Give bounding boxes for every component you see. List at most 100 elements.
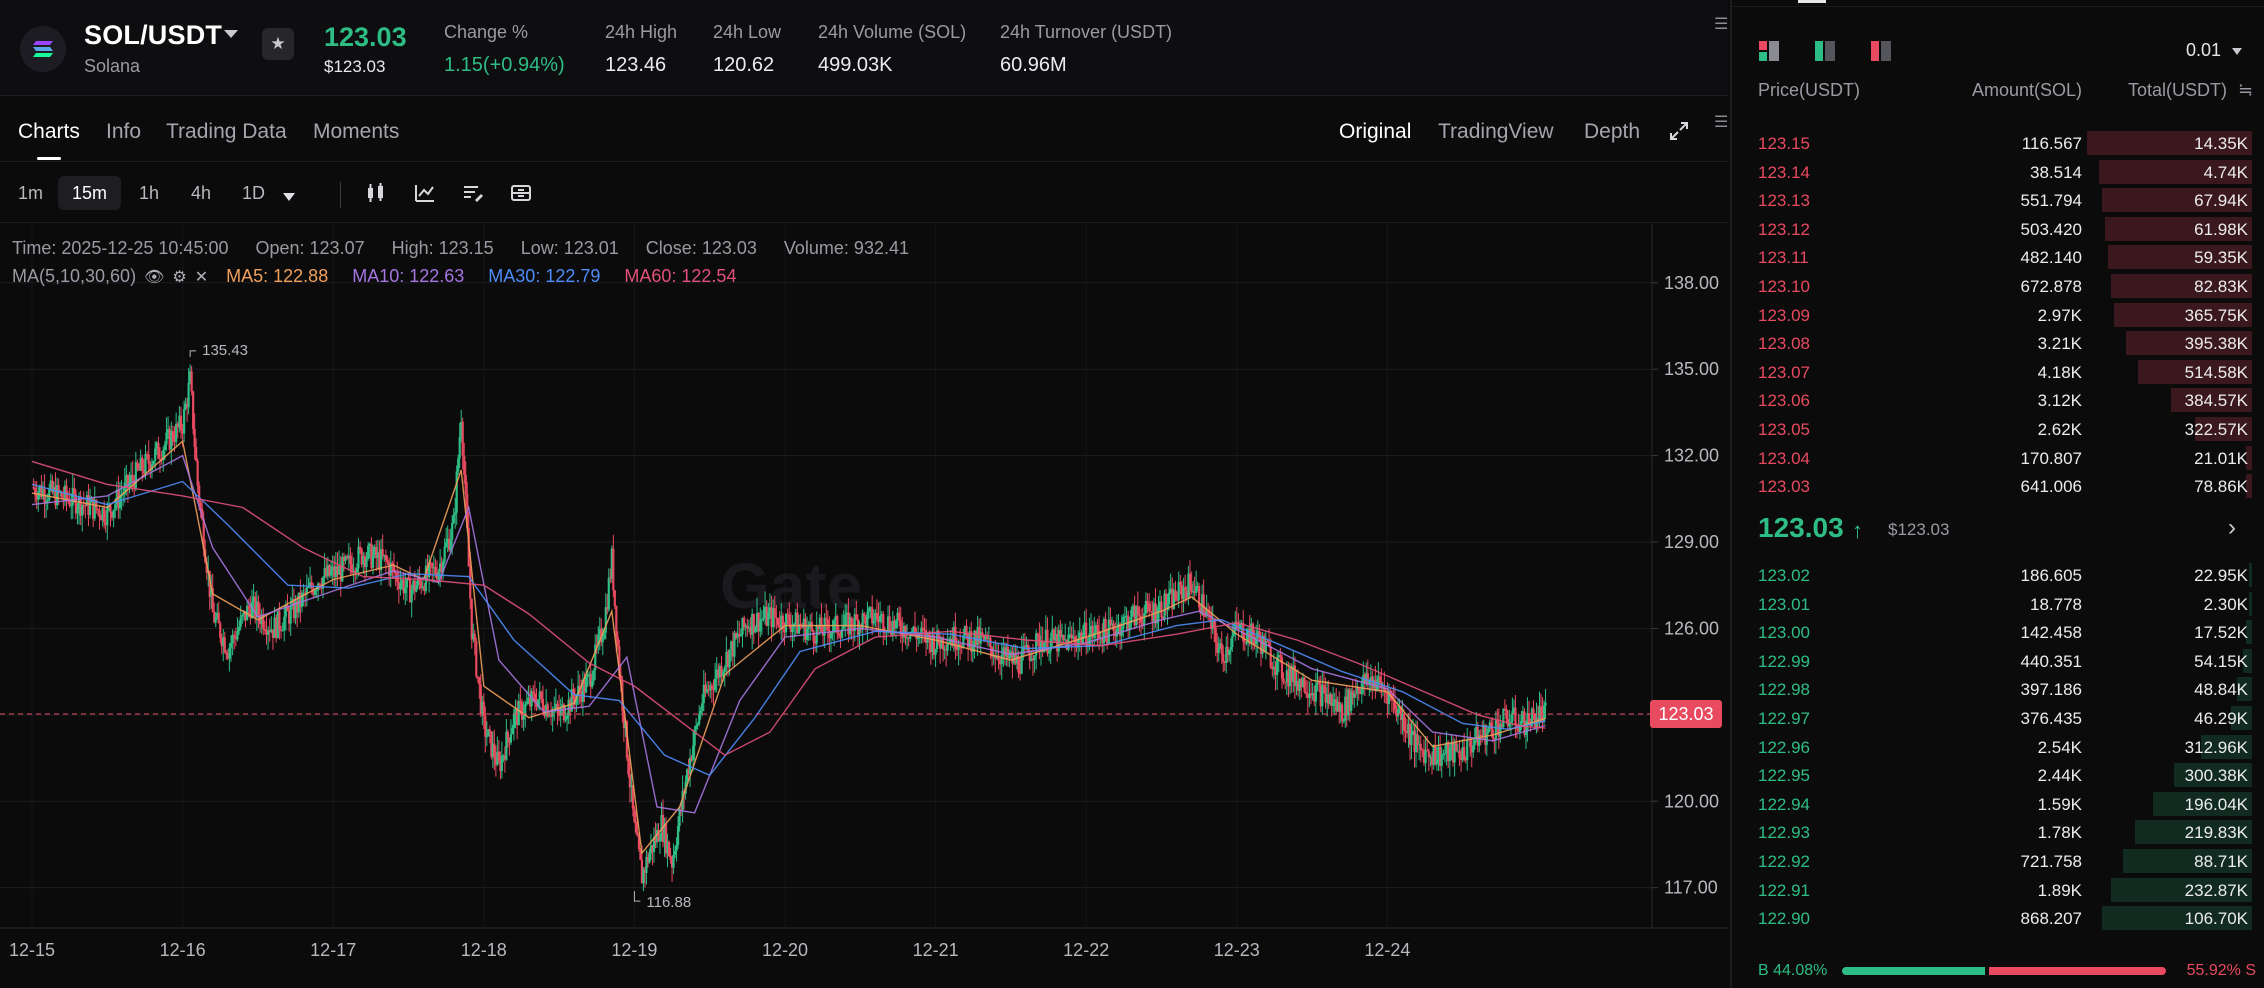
bid-row[interactable]: 122.99 440.351 54.15K	[1732, 648, 2264, 674]
bid-row[interactable]: 122.91 1.89K 232.87K	[1732, 877, 2264, 903]
candle-body	[583, 679, 586, 693]
timeframe-1m[interactable]: 1m	[18, 183, 44, 203]
favorite-star-icon[interactable]: ★	[262, 28, 294, 60]
candle-body	[329, 570, 333, 576]
candle-body	[715, 669, 718, 679]
candle-body	[1512, 707, 1516, 712]
ask-row[interactable]: 123.06 3.12K 384.57K	[1732, 387, 2264, 413]
pair-full-name: Solana	[84, 56, 141, 76]
candle-body	[349, 555, 352, 565]
candle-body	[1143, 613, 1146, 626]
candle-body	[1136, 606, 1139, 616]
bid-row[interactable]: 123.00 142.458 17.52K	[1732, 619, 2264, 645]
fullscreen-expand-icon[interactable]	[1668, 120, 1690, 142]
tab-moments[interactable]: Moments	[313, 120, 400, 143]
orderbook-bids-view-icon[interactable]	[1812, 38, 1838, 64]
drawing-tools-icon[interactable]	[461, 181, 485, 205]
ask-row[interactable]: 123.13 551.794 67.94K	[1732, 187, 2264, 213]
candle-body	[163, 444, 166, 451]
tab-charts[interactable]: Charts	[18, 120, 80, 143]
candle-body	[1298, 679, 1301, 691]
timeframe-dropdown-icon[interactable]	[283, 193, 295, 201]
chart-menu-icon[interactable]: ☰	[1714, 114, 1729, 131]
candle-body	[84, 505, 87, 507]
chart-settings-icon[interactable]	[509, 181, 533, 205]
candle-body	[937, 630, 940, 643]
ask-row[interactable]: 123.04 170.807 21.01K	[1732, 445, 2264, 471]
timeframe-1d[interactable]: 1D	[242, 183, 266, 203]
bid-row[interactable]: 122.98 397.186 48.84K	[1732, 676, 2264, 702]
timeframe-4h[interactable]: 4h	[191, 183, 212, 203]
more-menu-icon[interactable]: ☰	[1714, 16, 1729, 33]
ask-row[interactable]: 123.09 2.97K 365.75K	[1732, 302, 2264, 328]
candle-body	[233, 634, 236, 638]
chevron-right-icon[interactable]: ›	[2228, 514, 2236, 541]
candle-body	[962, 635, 965, 648]
candle-body	[440, 563, 443, 573]
gear-icon[interactable]: ⚙	[172, 268, 187, 286]
candle-body	[1526, 713, 1529, 731]
candle-body	[1202, 594, 1205, 616]
candle-body	[346, 556, 349, 559]
tab-trading-data[interactable]: Trading Data	[166, 120, 287, 143]
candle-body	[907, 637, 910, 639]
tab-info[interactable]: Info	[106, 120, 142, 143]
ask-row[interactable]: 123.12 503.420 61.98K	[1732, 216, 2264, 242]
tab-tradingview[interactable]: TradingView	[1438, 120, 1554, 143]
pair-selector[interactable]: SOL/USDT	[84, 20, 223, 50]
bid-row[interactable]: 123.01 18.778 2.30K	[1732, 591, 2264, 617]
ask-row[interactable]: 123.11 482.140 59.35K	[1732, 244, 2264, 270]
bid-row[interactable]: 122.95 2.44K 300.38K	[1732, 762, 2264, 788]
timeframe-15m[interactable]: 15m	[58, 176, 122, 210]
orderbook-both-view-icon[interactable]	[1756, 38, 1782, 64]
ask-row[interactable]: 123.08 3.21K 395.38K	[1732, 330, 2264, 356]
bid-row[interactable]: 123.02 186.605 22.95K	[1732, 562, 2264, 588]
bid-row[interactable]: 122.94 1.59K 196.04K	[1732, 791, 2264, 817]
bid-row[interactable]: 122.97 376.435 46.29K	[1732, 705, 2264, 731]
candle-body	[186, 403, 189, 408]
candle-body	[268, 630, 271, 632]
ask-row[interactable]: 123.15 116.567 14.35K	[1732, 130, 2264, 156]
candle-body	[877, 617, 880, 623]
candle-body	[396, 572, 399, 582]
eye-icon[interactable]: 👁	[144, 268, 165, 286]
chart-canvas[interactable]: 138.00135.00132.00129.00126.00123.00120.…	[0, 224, 1728, 988]
candle-body	[863, 613, 866, 617]
bid-row[interactable]: 122.96 2.54K 312.96K	[1732, 734, 2264, 760]
timeframe-1h[interactable]: 1h	[139, 183, 160, 203]
row-total: 48.84K	[2194, 680, 2248, 700]
toggle-unit-icon[interactable]: ≒	[2238, 80, 2254, 100]
chevron-down-icon[interactable]	[224, 30, 238, 38]
candle-body	[731, 641, 734, 657]
y-tick-label: 138.00	[1664, 273, 1719, 293]
ask-row[interactable]: 123.07 4.18K 514.58K	[1732, 359, 2264, 385]
ask-row[interactable]: 123.14 38.514 4.74K	[1732, 159, 2264, 185]
precision-select[interactable]: 0.01	[2186, 40, 2222, 60]
orderbook-asks-view-icon[interactable]	[1868, 38, 1894, 64]
bid-row[interactable]: 122.93 1.78K 219.83K	[1732, 819, 2264, 845]
tab-depth[interactable]: Depth	[1584, 120, 1641, 143]
indicators-icon[interactable]	[413, 181, 437, 205]
ask-row[interactable]: 123.03 641.006 78.86K	[1732, 473, 2264, 499]
candle-body	[1416, 734, 1419, 745]
tab-original[interactable]: Original	[1339, 120, 1412, 143]
ask-row[interactable]: 123.10 672.878 82.83K	[1732, 273, 2264, 299]
candle-body	[118, 496, 122, 509]
ask-row[interactable]: 123.05 2.62K 322.57K	[1732, 416, 2264, 442]
candle-body	[1451, 743, 1455, 763]
candle-body	[567, 699, 570, 716]
bid-row[interactable]: 122.90 868.207 106.70K	[1732, 905, 2264, 931]
candle-type-icon[interactable]	[364, 181, 388, 205]
candle-body	[783, 629, 786, 633]
candle-body	[54, 486, 57, 506]
price-chart[interactable]: 138.00135.00132.00129.00126.00123.00120.…	[0, 224, 1728, 988]
close-icon[interactable]: ✕	[194, 268, 209, 286]
candle-body	[722, 671, 725, 677]
chevron-down-icon[interactable]	[2232, 48, 2242, 55]
candle-body	[926, 632, 929, 643]
bid-row[interactable]: 122.92 721.758 88.71K	[1732, 848, 2264, 874]
candle-body	[1091, 625, 1094, 638]
candle-body	[1093, 632, 1096, 638]
depth-bar	[2249, 591, 2252, 616]
candle-body	[812, 630, 815, 642]
